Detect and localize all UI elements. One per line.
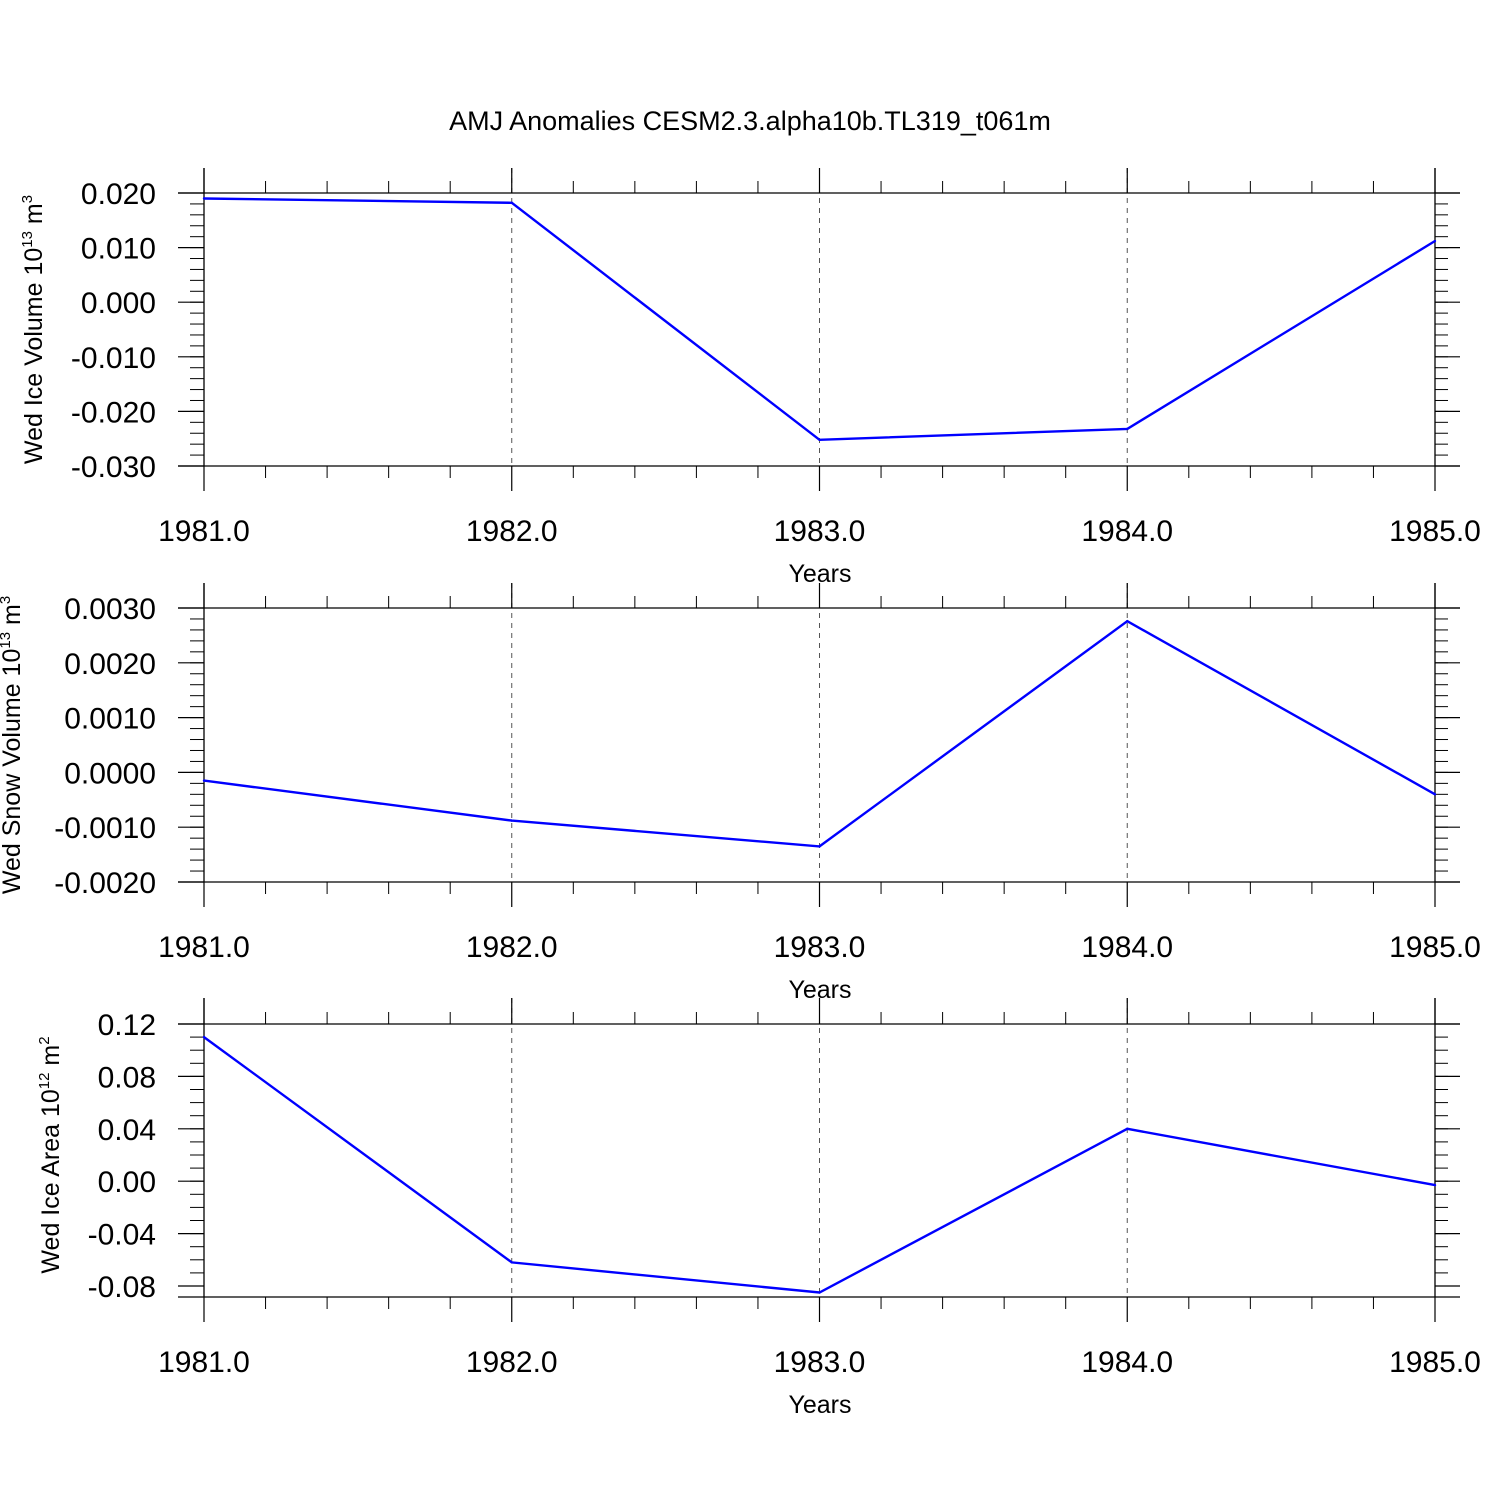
x-tick-label: 1981.0	[158, 515, 250, 548]
x-tick-label: 1985.0	[1389, 1346, 1481, 1379]
x-tick-label: 1982.0	[466, 515, 558, 548]
data-point	[1126, 427, 1129, 431]
chart-title: AMJ Anomalies CESM2.3.alpha10b.TL319_t06…	[449, 106, 1051, 136]
y-tick-label: -0.08	[88, 1271, 156, 1304]
data-point	[818, 1291, 821, 1294]
x-tick-label: 1982.0	[466, 931, 558, 964]
panel-2: -0.0020 -0.0010 0.0000 0.0010 0.0020 0.0030 19…	[0, 583, 1481, 1004]
y-tick-label: 0.00	[98, 1166, 156, 1199]
y-tick-label: 0.000	[81, 287, 156, 320]
x-tick-label: 1981.0	[158, 1346, 250, 1379]
data-point	[202, 197, 206, 200]
data-point	[1433, 1183, 1437, 1187]
data-point	[202, 1035, 206, 1039]
x-tick-label: 1981.0	[158, 931, 250, 964]
y-tick-label: 0.020	[81, 178, 156, 211]
data-point	[818, 438, 821, 441]
x-tick-label: 1985.0	[1389, 931, 1481, 964]
y-tick-label: 0.08	[98, 1061, 156, 1094]
x-tick-label: 1984.0	[1081, 515, 1173, 548]
x-tick-label: 1984.0	[1081, 1346, 1173, 1379]
y-axis-label: Wed Ice Area 1012 m2	[36, 1036, 65, 1273]
data-point	[202, 779, 206, 782]
data-point	[818, 845, 821, 848]
y-tick-label: -0.010	[71, 342, 156, 375]
y-tick-label: -0.04	[88, 1219, 156, 1252]
y-tick-label: -0.0020	[54, 867, 156, 900]
y-axis-label: Wed Snow Volume 1013 m3	[0, 596, 26, 894]
data-point	[510, 819, 513, 822]
y-axis-label: Wed Ice Volume 1013 m3	[19, 195, 48, 464]
x-axis-label: Years	[788, 1391, 851, 1419]
y-tick-label: 0.04	[98, 1114, 156, 1147]
panel-1: -0.030 -0.020 -0.010 0.000 0.010 0.020 1981.0 1…	[19, 168, 1481, 588]
y-tick-label: 0.0020	[64, 648, 156, 681]
panel-3: -0.08 -0.04 0.00 0.04 0.08 0.12 1981.0 1982.0 19…	[36, 998, 1481, 1419]
y-tick-label: 0.12	[98, 1009, 156, 1042]
panels: -0.030 -0.020 -0.010 0.000 0.010 0.020 1981.0 1…	[0, 168, 1481, 1419]
x-tick-label: 1983.0	[774, 515, 866, 548]
x-tick-label: 1985.0	[1389, 515, 1481, 548]
y-tick-label: -0.030	[71, 451, 156, 484]
y-tick-label: -0.0010	[54, 812, 156, 845]
data-point	[1126, 619, 1129, 623]
data-point	[1433, 793, 1437, 796]
y-tick-label: 0.0030	[64, 593, 156, 626]
x-tick-label: 1982.0	[466, 1346, 558, 1379]
x-tick-label: 1983.0	[774, 931, 866, 964]
x-tick-label: 1984.0	[1081, 931, 1173, 964]
y-tick-label: -0.020	[71, 396, 156, 429]
data-point	[510, 201, 513, 205]
y-tick-label: 0.010	[81, 233, 156, 266]
y-tick-label: 0.0000	[64, 757, 156, 790]
series-line	[203, 1036, 1436, 1294]
data-point	[1433, 239, 1437, 243]
data-point	[510, 1261, 513, 1264]
y-tick-label: 0.0010	[64, 703, 156, 736]
data-point	[1126, 1127, 1129, 1131]
x-tick-label: 1983.0	[774, 1346, 866, 1379]
